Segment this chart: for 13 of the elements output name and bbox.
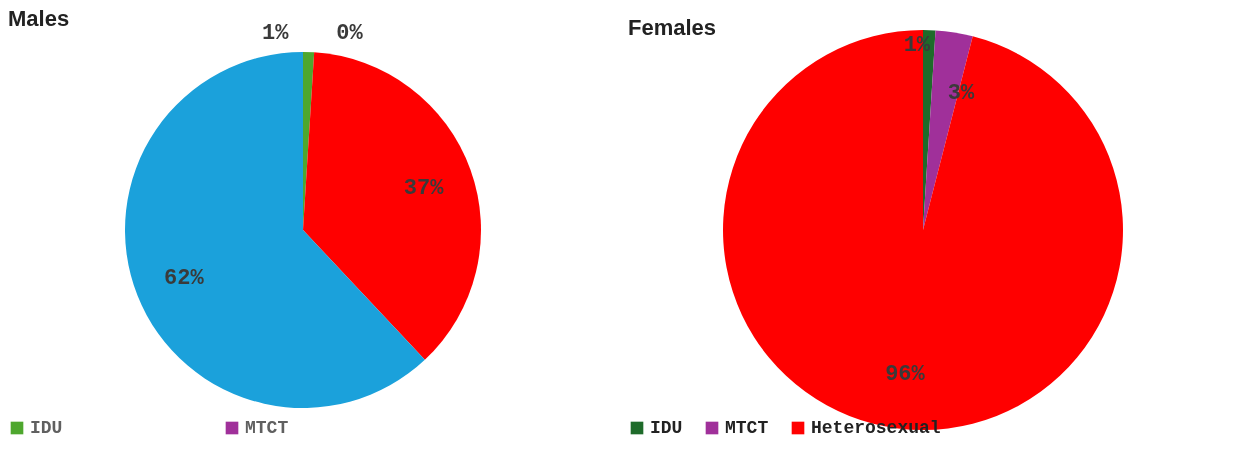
legend-label: IDU [650,418,683,438]
text: 0% [336,21,363,47]
legend-label: MTCT [245,418,289,438]
data-label: 1% [262,21,290,47]
data-label: 37% [403,175,445,201]
pie-slice [303,52,481,360]
chart-title: Females [628,15,717,40]
legend-label: Heterosexual [811,418,941,438]
legend-label: IDU [30,418,63,438]
chart-title: Males [8,6,70,32]
data-label: 96% [885,361,926,387]
legend-label: MTCT [725,418,769,438]
data-label: 62% [164,266,205,292]
